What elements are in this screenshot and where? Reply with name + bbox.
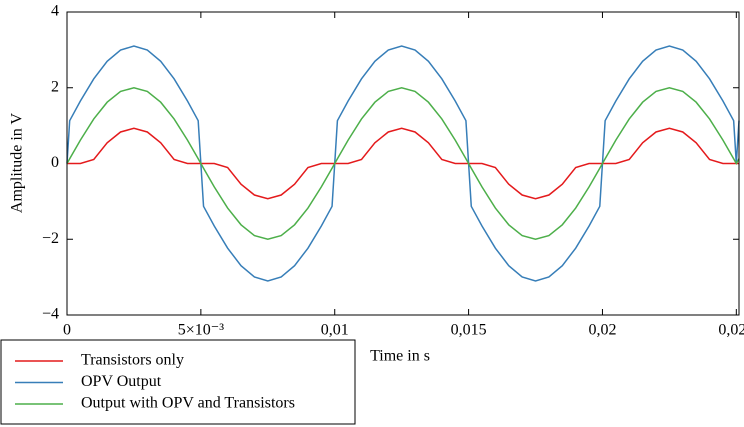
y-axis-label: Amplitude in V bbox=[9, 112, 26, 213]
y-tick-label: −2 bbox=[42, 230, 59, 247]
x-tick-label: 0,025 bbox=[718, 322, 744, 339]
y-tick-label: 2 bbox=[51, 78, 59, 95]
legend-label: Transistors only bbox=[81, 352, 184, 369]
plot-frame bbox=[66, 11, 740, 316]
series-line bbox=[66, 86, 740, 241]
x-tick-label: 5×10⁻³ bbox=[178, 322, 224, 339]
x-tick-label: 0,01 bbox=[321, 322, 349, 339]
legend-label: OPV Output bbox=[81, 373, 162, 390]
series-line bbox=[66, 45, 740, 282]
x-axis-label: Time in s bbox=[370, 348, 430, 365]
y-tick-label: −4 bbox=[42, 306, 59, 323]
x-tick-label: 0,015 bbox=[451, 322, 487, 339]
y-tick-label: 0 bbox=[51, 154, 59, 171]
y-tick-label: 4 bbox=[51, 3, 59, 20]
series-line bbox=[67, 127, 739, 200]
x-tick-label: 0 bbox=[63, 322, 71, 339]
x-tick-label: 0,02 bbox=[588, 322, 616, 339]
legend-label: Output with OPV and Transistors bbox=[81, 395, 295, 412]
